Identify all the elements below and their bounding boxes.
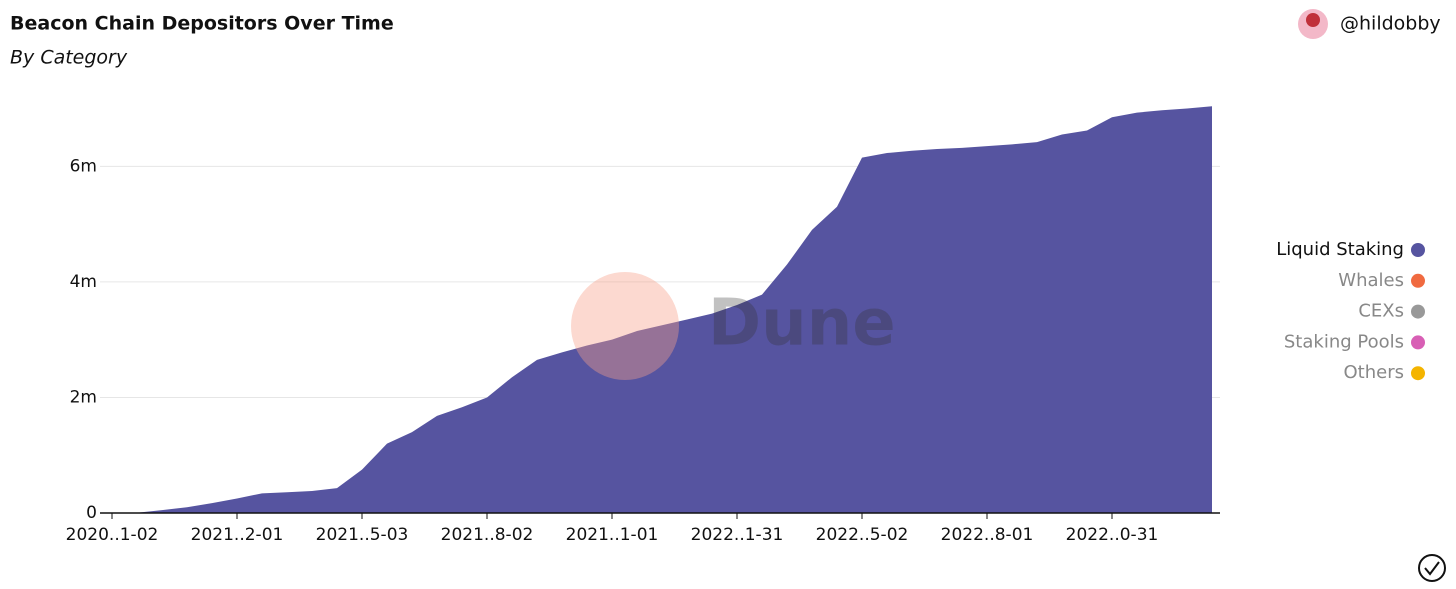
area [112,106,1212,513]
x-tick-label: 2020..1-02 [66,525,159,545]
legend-swatch [1411,273,1425,288]
y-tick-label: 0 [86,503,97,523]
y-tick-label: 2m [70,387,97,407]
legend-label[interactable]: Others [1344,362,1405,383]
watermark-logo [571,272,679,380]
x-tick-label: 2021..2-01 [191,525,284,545]
x-tick-label: 2022..5-02 [816,525,909,545]
x-tick-label: 2021..5-03 [316,525,409,545]
x-tick-label: 2022..8-01 [941,525,1034,545]
x-tick-label: 2022..0-31 [1066,525,1159,545]
avatar-detail [1306,13,1320,27]
chart-title: Beacon Chain Depositors Over Time [10,13,394,35]
check-mark [1424,561,1440,576]
y-tick-label: 6m [70,156,97,176]
y-tick-label: 4m [70,272,97,292]
check-icon[interactable] [1418,554,1446,582]
plot: 0 2m 4m 6m 2020..1-02 2021..2-01 2021..5-03 202… [66,106,1220,545]
chart-subtitle: By Category [10,47,128,69]
legend-label[interactable]: Whales [1338,270,1404,291]
legend-swatch [1411,335,1425,350]
x-tick-label: 2021..8-02 [441,525,534,545]
legend-label[interactable]: Staking Pools [1284,331,1404,352]
legend: Liquid Staking Whales CEXs Staking Pools Oth… [1276,239,1425,383]
watermark: Dune [708,287,896,361]
legend-swatch [1411,304,1425,319]
x-tick-label: 2021..1-01 [566,525,659,545]
legend-swatch [1411,366,1425,381]
author[interactable]: @hildobby [1340,13,1441,35]
legend-swatch [1411,243,1425,257]
legend-label[interactable]: CEXs [1358,301,1404,322]
x-tick-label: 2022..1-31 [691,525,784,545]
legend-label[interactable]: Liquid Staking [1276,239,1404,260]
